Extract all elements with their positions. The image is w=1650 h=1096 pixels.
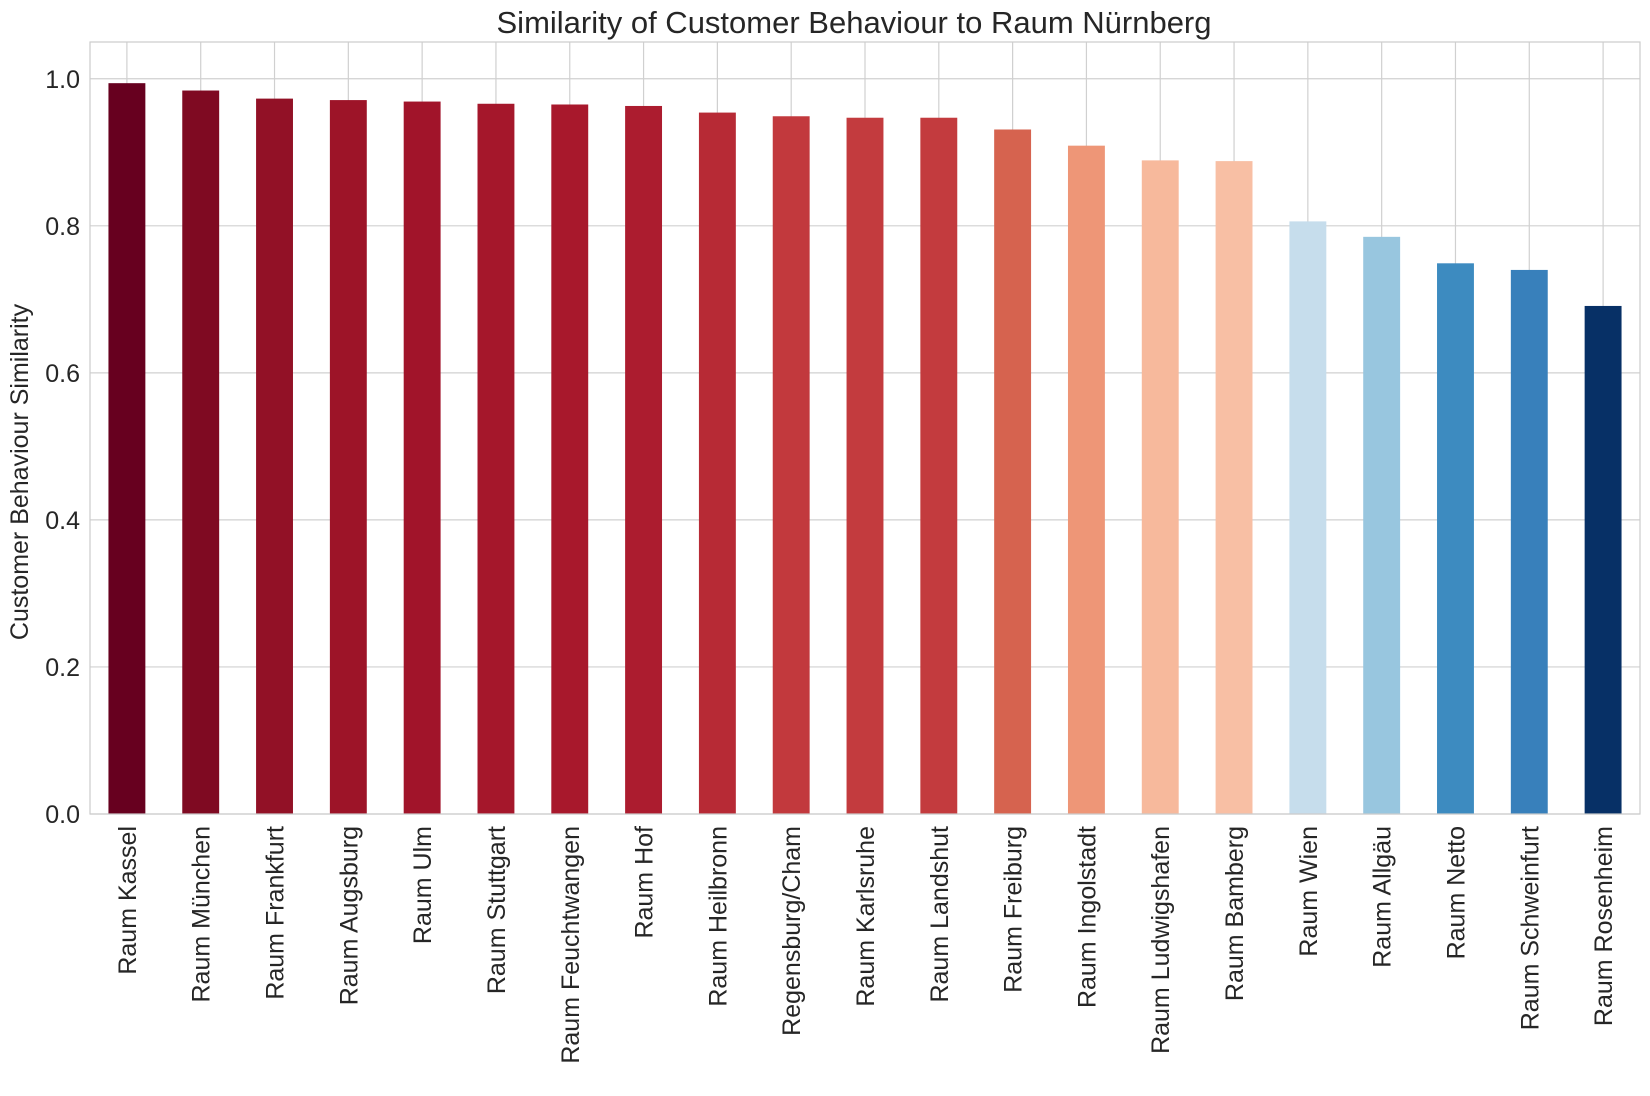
bar [1437,263,1474,815]
x-tick-label: Raum Frankfurt [262,826,290,1000]
y-tick-label: 0.4 [45,507,80,535]
x-tick-label: Raum Karlsruhe [852,826,880,1007]
y-tick-label: 0.6 [45,360,80,388]
x-tick-label: Raum Allgäu [1369,826,1397,968]
bar [698,112,736,814]
bar [1289,221,1327,815]
x-tick-label: Raum Feuchtwangen [557,826,585,1064]
x-tick-labels: Raum Kassel Raum München Raum Frankfurt Rau… [114,826,1618,1064]
bar [846,117,884,815]
chart-title: Similarity of Customer Behaviour to Raum… [497,5,1212,40]
bar [994,129,1032,814]
x-tick-label: Raum Freiburg [1000,826,1028,993]
x-tick-label: Raum Ludwigshafen [1147,826,1175,1054]
x-tick-label: Raum Schweinfurt [1516,826,1544,1030]
y-axis-label: Customer Behaviour Similarity [6,303,34,640]
x-tick-label: Raum Wien [1295,826,1323,957]
bar [551,104,589,814]
x-tick-label: Raum Ulm [409,826,437,944]
x-tick-label: Raum Bamberg [1221,826,1249,1001]
bar [1584,305,1622,814]
x-tick-label: Raum Netto [1442,826,1470,959]
y-tick-label: 1.0 [45,66,80,94]
plot-frame [89,41,1641,815]
y-tick-labels: 0.0 0.2 0.4 0.6 0.8 1.0 [45,66,80,829]
x-tick-label: Raum Kassel [114,826,142,975]
bar [256,98,293,814]
x-tick-label: Regensburg/Cham [778,826,806,1036]
bar [108,83,146,814]
bar [1363,236,1401,815]
x-tick-label: Raum Heilbronn [704,826,732,1007]
bar [477,103,515,814]
x-tick-label: Raum Landshut [926,826,954,1003]
bar [182,90,220,815]
x-tick-label: Raum Rosenheim [1590,826,1618,1026]
bar [920,117,958,815]
x-tick-label: Raum Augsburg [335,826,363,1005]
bar [403,101,441,815]
x-tick-label: Raum Stuttgart [483,826,511,994]
y-tick-label: 0.2 [45,654,80,682]
bar [1141,160,1179,814]
bar [1510,269,1548,814]
y-tick-label: 0.8 [45,213,80,241]
x-tick-label: Raum München [188,826,216,1002]
bar [329,100,367,815]
bar [772,116,810,815]
bar [625,105,663,815]
bars [108,83,1622,815]
bar [1215,161,1253,814]
x-tick-label: Raum Ingolstadt [1073,826,1101,1008]
x-tick-label: Raum Hof [631,826,659,939]
y-tick-label: 0.0 [45,801,80,829]
bar [1067,145,1105,814]
